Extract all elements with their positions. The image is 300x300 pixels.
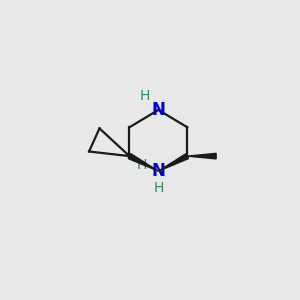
Text: H: H: [137, 158, 147, 172]
Text: H: H: [153, 182, 164, 196]
Polygon shape: [187, 153, 216, 159]
Text: N: N: [152, 162, 165, 180]
Polygon shape: [158, 154, 188, 171]
Text: N: N: [152, 101, 165, 119]
Text: H: H: [139, 89, 150, 103]
Polygon shape: [128, 154, 158, 171]
